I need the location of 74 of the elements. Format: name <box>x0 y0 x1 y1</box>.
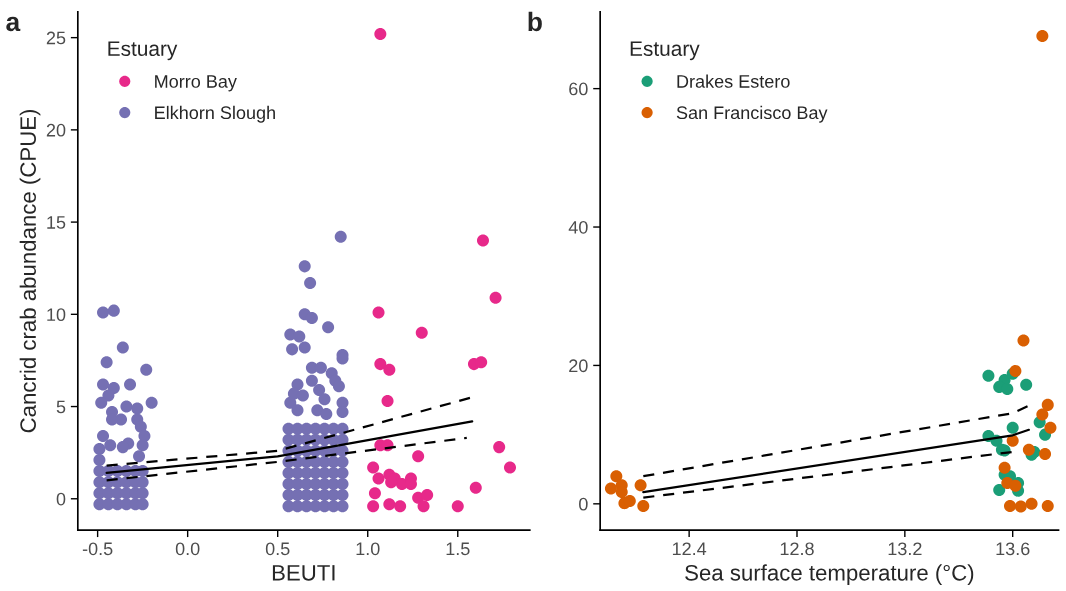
point <box>998 461 1011 474</box>
x-axis-title: BEUTI <box>272 565 335 581</box>
x-tick-label: 13.6 <box>996 542 1030 556</box>
point <box>421 489 434 502</box>
x-tick-label: 1.5 <box>446 542 470 556</box>
x-tick-label: 0.5 <box>265 542 290 556</box>
point <box>451 500 464 513</box>
point <box>1003 499 1017 512</box>
point <box>489 291 502 304</box>
point <box>610 470 623 483</box>
y-tick-label: 20 <box>569 359 588 373</box>
y-tick-label: 20 <box>46 123 66 137</box>
x-tick-label: 13.2 <box>888 542 922 556</box>
point <box>493 441 506 454</box>
point <box>475 356 488 369</box>
point <box>1020 378 1033 391</box>
point <box>381 395 394 408</box>
y-tick-label: 10 <box>47 308 66 322</box>
point <box>372 472 385 485</box>
x-axis-title: Sea surface temperature (°C) <box>685 564 974 586</box>
point <box>604 482 617 495</box>
legend-label: Drakes Estero <box>677 74 790 88</box>
point <box>1001 382 1014 395</box>
point <box>368 487 381 500</box>
point <box>1044 421 1057 434</box>
point <box>394 500 407 513</box>
x-tick-label: -0.5 <box>82 542 113 556</box>
point <box>1006 421 1019 434</box>
y-tick-label: 60 <box>569 82 588 96</box>
legend-label: Morro Bay <box>155 75 237 92</box>
point <box>1041 398 1054 411</box>
annotation: b <box>528 11 542 32</box>
point <box>1017 334 1030 347</box>
point <box>634 479 647 492</box>
point <box>1014 500 1027 513</box>
point <box>1022 443 1035 456</box>
x-tick-label: 12.4 <box>672 542 707 556</box>
y-tick-label: 25 <box>46 31 66 45</box>
point <box>372 306 385 319</box>
point <box>993 483 1006 497</box>
x-tick-label: 12.8 <box>780 542 814 556</box>
point <box>367 500 380 513</box>
y-tick-label: 0 <box>56 492 66 506</box>
x-tick-label: 1.0 <box>356 542 380 556</box>
legend-label: Elkhorn Slough <box>155 105 275 123</box>
x-tick-label: 0.0 <box>175 542 200 556</box>
point <box>367 461 380 474</box>
point <box>374 358 387 371</box>
point <box>383 363 396 376</box>
y-tick-label: 0 <box>579 497 588 511</box>
point <box>1006 434 1019 447</box>
y-tick-label: 40 <box>568 220 588 234</box>
legend-title: Estuary <box>108 41 178 61</box>
point <box>383 498 396 511</box>
text: a <box>6 16 21 32</box>
point <box>417 500 430 513</box>
point <box>374 27 387 40</box>
point <box>982 369 995 382</box>
point <box>469 481 482 494</box>
legend-label: San Francisco Bay <box>676 105 828 123</box>
point <box>1041 499 1054 512</box>
point <box>637 499 650 512</box>
legend-title: Estuary <box>630 41 700 61</box>
point <box>1025 497 1038 510</box>
y-tick-label: 5 <box>56 400 66 414</box>
point <box>412 450 425 463</box>
y-axis-title: Cancrid crab abundance (CPUE) <box>19 109 41 433</box>
point <box>503 461 517 474</box>
point <box>476 234 489 247</box>
point <box>1036 408 1049 421</box>
point <box>1039 447 1052 461</box>
y-tick-label: 15 <box>47 216 66 229</box>
point <box>415 326 428 339</box>
point <box>1036 30 1049 43</box>
